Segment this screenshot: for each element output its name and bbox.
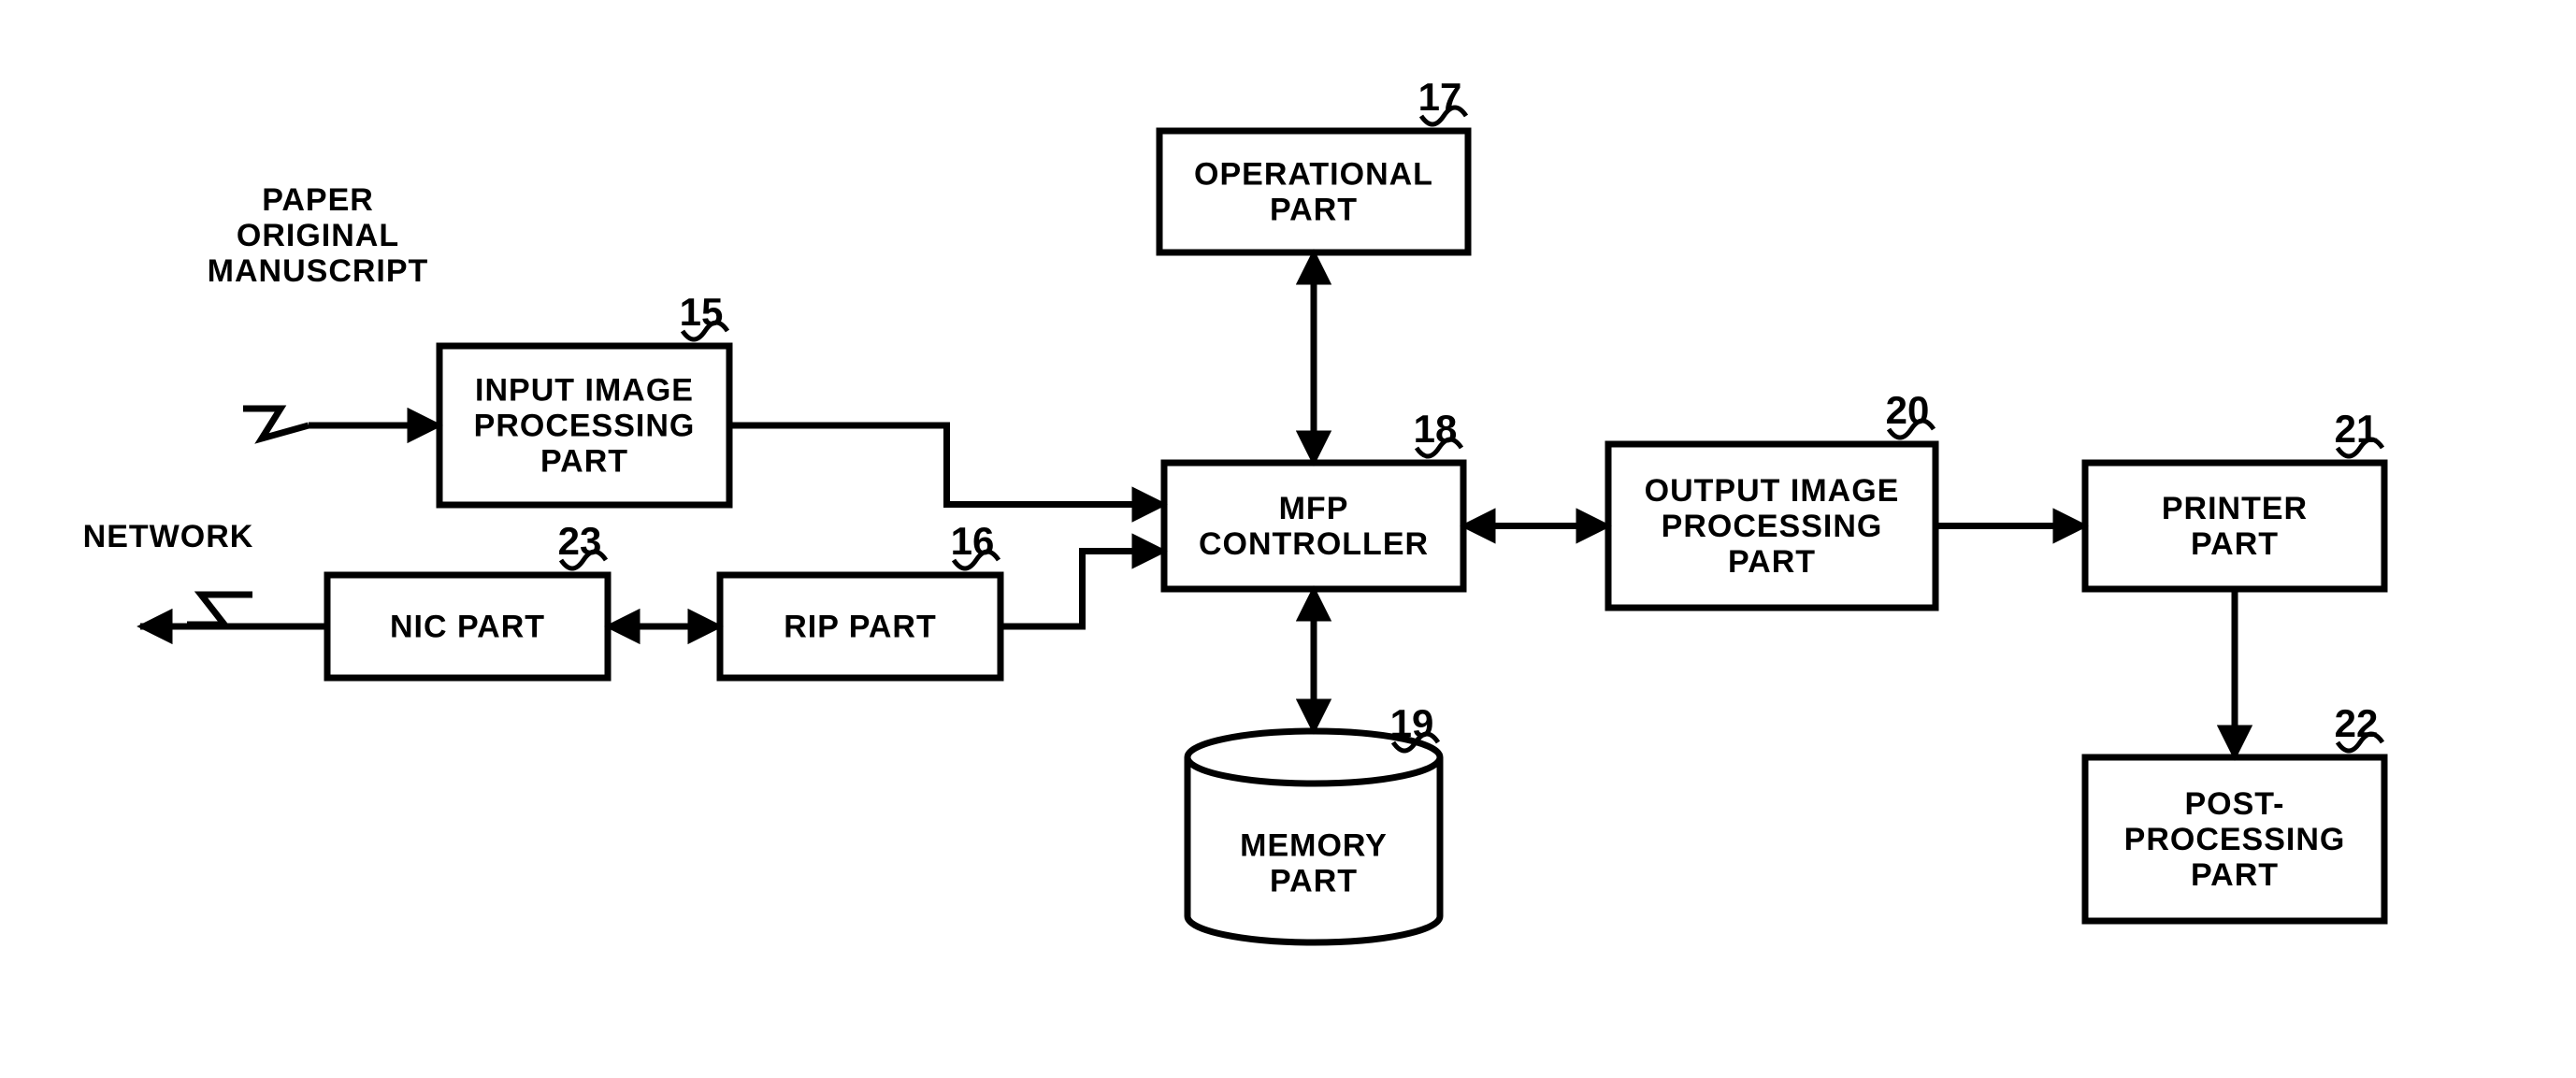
- output_image-label-line: PART: [1728, 544, 1816, 580]
- mfp-label-line: MFP: [1279, 491, 1349, 526]
- rip-label-line: RIP PART: [784, 610, 937, 645]
- operational-number: 17: [1418, 75, 1462, 119]
- operational-label-line: OPERATIONAL: [1194, 157, 1433, 193]
- input_image-label-line: PROCESSING: [474, 409, 696, 444]
- rip-label: RIP PART: [784, 610, 937, 645]
- nic-label: NIC PART: [390, 610, 545, 645]
- paper-label: PAPERORIGINALMANUSCRIPT: [208, 182, 429, 289]
- edge-input-mfp: [729, 425, 1164, 505]
- paper-zig: [243, 409, 309, 438]
- input_image-label-line: INPUT IMAGE: [475, 372, 694, 408]
- printer-label-line: PRINTER: [2162, 491, 2308, 526]
- printer-label-line: PART: [2191, 526, 2279, 562]
- paper-label-line: PAPER: [262, 182, 374, 218]
- output_image-number: 20: [1886, 388, 1930, 432]
- input_image-label-line: PART: [540, 444, 628, 480]
- edge-rip-mfp: [1000, 552, 1164, 627]
- output_image-label-line: OUTPUT IMAGE: [1645, 473, 1900, 509]
- mfp-label-line: CONTROLLER: [1199, 526, 1429, 562]
- network-label: NETWORK: [83, 519, 254, 554]
- rip-number: 16: [951, 519, 995, 563]
- operational-label-line: PART: [1270, 193, 1358, 228]
- memory-number: 19: [1390, 701, 1434, 745]
- post-number: 22: [2335, 701, 2379, 745]
- memory-label-line: MEMORY: [1240, 828, 1388, 864]
- network-zig: [187, 595, 252, 625]
- post-label-line: PROCESSING: [2124, 822, 2346, 857]
- network-label-line: NETWORK: [83, 519, 254, 554]
- paper-label-line: ORIGINAL: [237, 218, 399, 253]
- input_image-number: 15: [680, 290, 724, 334]
- mfp-number: 18: [1414, 407, 1458, 451]
- nic-number: 23: [558, 519, 602, 563]
- post-label-line: POST-: [2184, 786, 2284, 822]
- post-label-line: PART: [2191, 857, 2279, 893]
- printer-number: 21: [2335, 407, 2379, 451]
- memory-label-line: PART: [1270, 864, 1358, 899]
- output_image-label-line: PROCESSING: [1662, 509, 1883, 544]
- paper-label-line: MANUSCRIPT: [208, 253, 429, 289]
- nic-label-line: NIC PART: [390, 610, 545, 645]
